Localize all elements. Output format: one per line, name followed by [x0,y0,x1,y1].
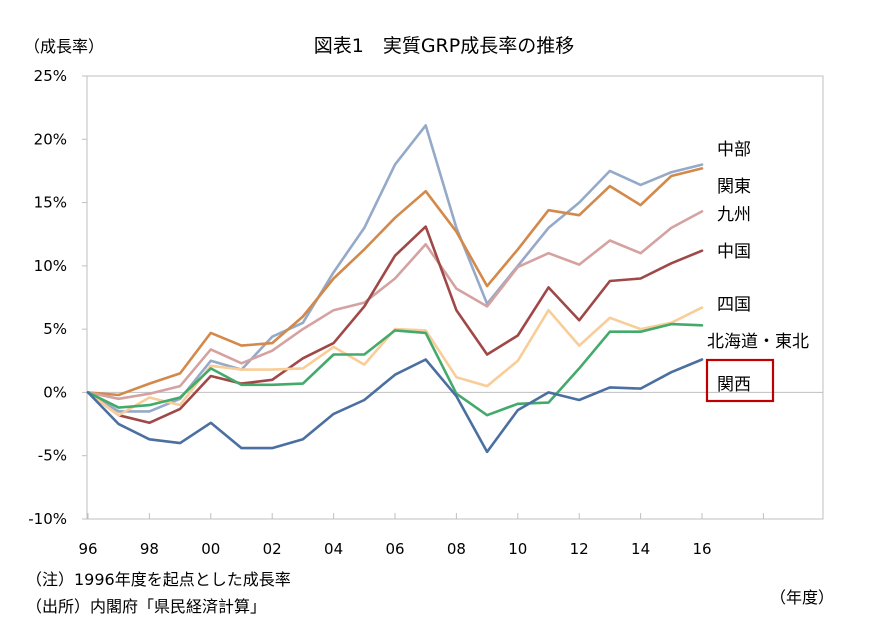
y-tick-label: 15% [34,194,67,212]
series-label: 四国 [717,295,751,315]
series-line [86,124,704,413]
y-tick-label: 20% [34,130,67,148]
x-axis-label: （年度） [770,588,834,607]
series-line [86,167,704,397]
x-tick-label: 08 [447,540,466,558]
y-axis-label: （成長率） [24,37,104,56]
y-tick-label: 25% [34,67,67,85]
y-tick-label: 10% [34,257,67,275]
series-label: 中国 [717,242,751,262]
chart-title: 図表1 実質GRP成長率の推移 [314,35,574,57]
x-tick-label: 10 [508,540,527,558]
y-tick-label: 0% [43,383,67,401]
x-tick-label: 98 [140,540,159,558]
series-lines [86,124,704,454]
plot-area [86,75,824,520]
x-tick-label: 12 [570,540,589,558]
x-tick-label: 00 [201,540,220,558]
x-tick-label: 96 [78,540,97,558]
series-label: 関東 [717,177,751,197]
series-line [86,306,704,417]
series-line [86,225,704,425]
y-tick-label: -10% [28,510,67,528]
highlight-box [705,358,775,403]
y-tick-label: 5% [43,320,67,338]
x-tick-label: 06 [385,540,404,558]
series-label: 中部 [717,140,751,160]
x-ticks: 96 98 00 02 04 06 08 10 12 14 16 [78,391,823,558]
series-label: 九州 [717,205,751,225]
y-tick-label: -5% [38,447,67,465]
series-line [86,322,704,417]
x-tick-label: 14 [631,540,650,558]
note-annotation: （注）1996年度を起点とした成長率 [26,570,291,589]
x-tick-label: 02 [263,540,282,558]
x-tick-label: 04 [324,540,343,558]
y-ticks: -10% -5% 0% 5% 10% 15% 20% 25% [28,67,87,528]
series-line [86,358,704,454]
series-label: 関西 [717,375,751,395]
x-tick-label: 16 [692,540,711,558]
source-annotation: （出所）内閣府「県民経済計算」 [26,597,266,616]
series-label: 北海道・東北 [707,332,809,352]
series-line [86,210,704,401]
